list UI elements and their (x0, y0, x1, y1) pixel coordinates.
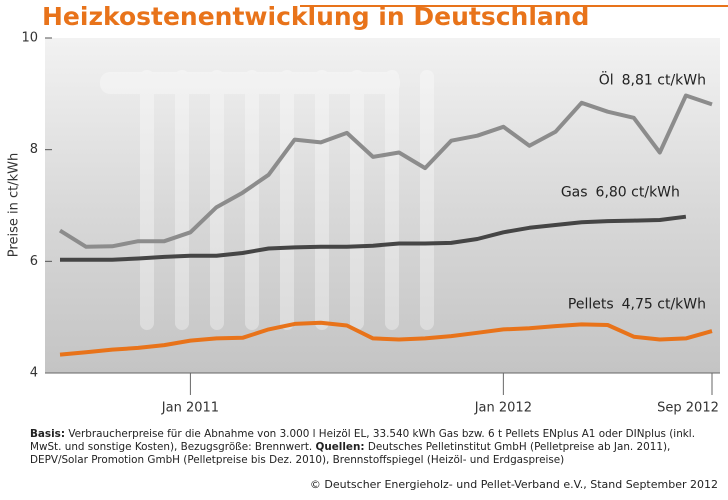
y-tick-label: 10 (21, 31, 38, 46)
chart: Heizkostenentwicklung in Deutschland Pre… (7, 2, 728, 416)
series-annotation: Gas 6,80 ct/kWh (561, 185, 680, 201)
y-tick-label: 6 (30, 254, 38, 269)
footnote-label: Quellen: (315, 441, 365, 453)
footnote-label: Basis: (30, 428, 66, 440)
y-axis-label: Preise in ct/kWh (7, 153, 22, 257)
value-label: 4,75 ct/kWh (622, 297, 706, 313)
footnote-text: Deutsches Pelletinstitut GmbH (Pelletpre… (30, 441, 671, 466)
series-line (60, 214, 687, 262)
x-tick-label: Jan 2012 (474, 401, 532, 416)
series-name: Pellets (568, 297, 614, 313)
plot-background (45, 38, 720, 373)
footnote: Basis: Verbraucherpreise für die Abnahme… (30, 428, 720, 467)
footnote-text: Verbraucherpreise für die Abnahme von 3.… (30, 428, 695, 453)
value-label: 6,80 ct/kWh (596, 185, 680, 201)
x-tick-label: Sep 2012 (657, 401, 719, 416)
series-name: Öl (599, 70, 614, 88)
series-annotation: Pellets 4,75 ct/kWh (568, 297, 706, 313)
credit: © Deutscher Energieholz- und Pellet-Verb… (309, 478, 718, 491)
series-annotation: Öl 8,81 ct/kWh (599, 70, 706, 88)
y-tick-label: 8 (30, 142, 38, 157)
x-tick-label: Jan 2011 (161, 401, 219, 416)
series-line (58, 93, 713, 249)
y-tick-label: 4 (30, 366, 38, 381)
value-label: 8,81 ct/kWh (622, 72, 706, 88)
series-name: Gas (561, 185, 588, 201)
series-line (59, 320, 713, 357)
chart-title: Heizkostenentwicklung in Deutschland (42, 2, 589, 31)
radiator-decoration (100, 70, 434, 330)
